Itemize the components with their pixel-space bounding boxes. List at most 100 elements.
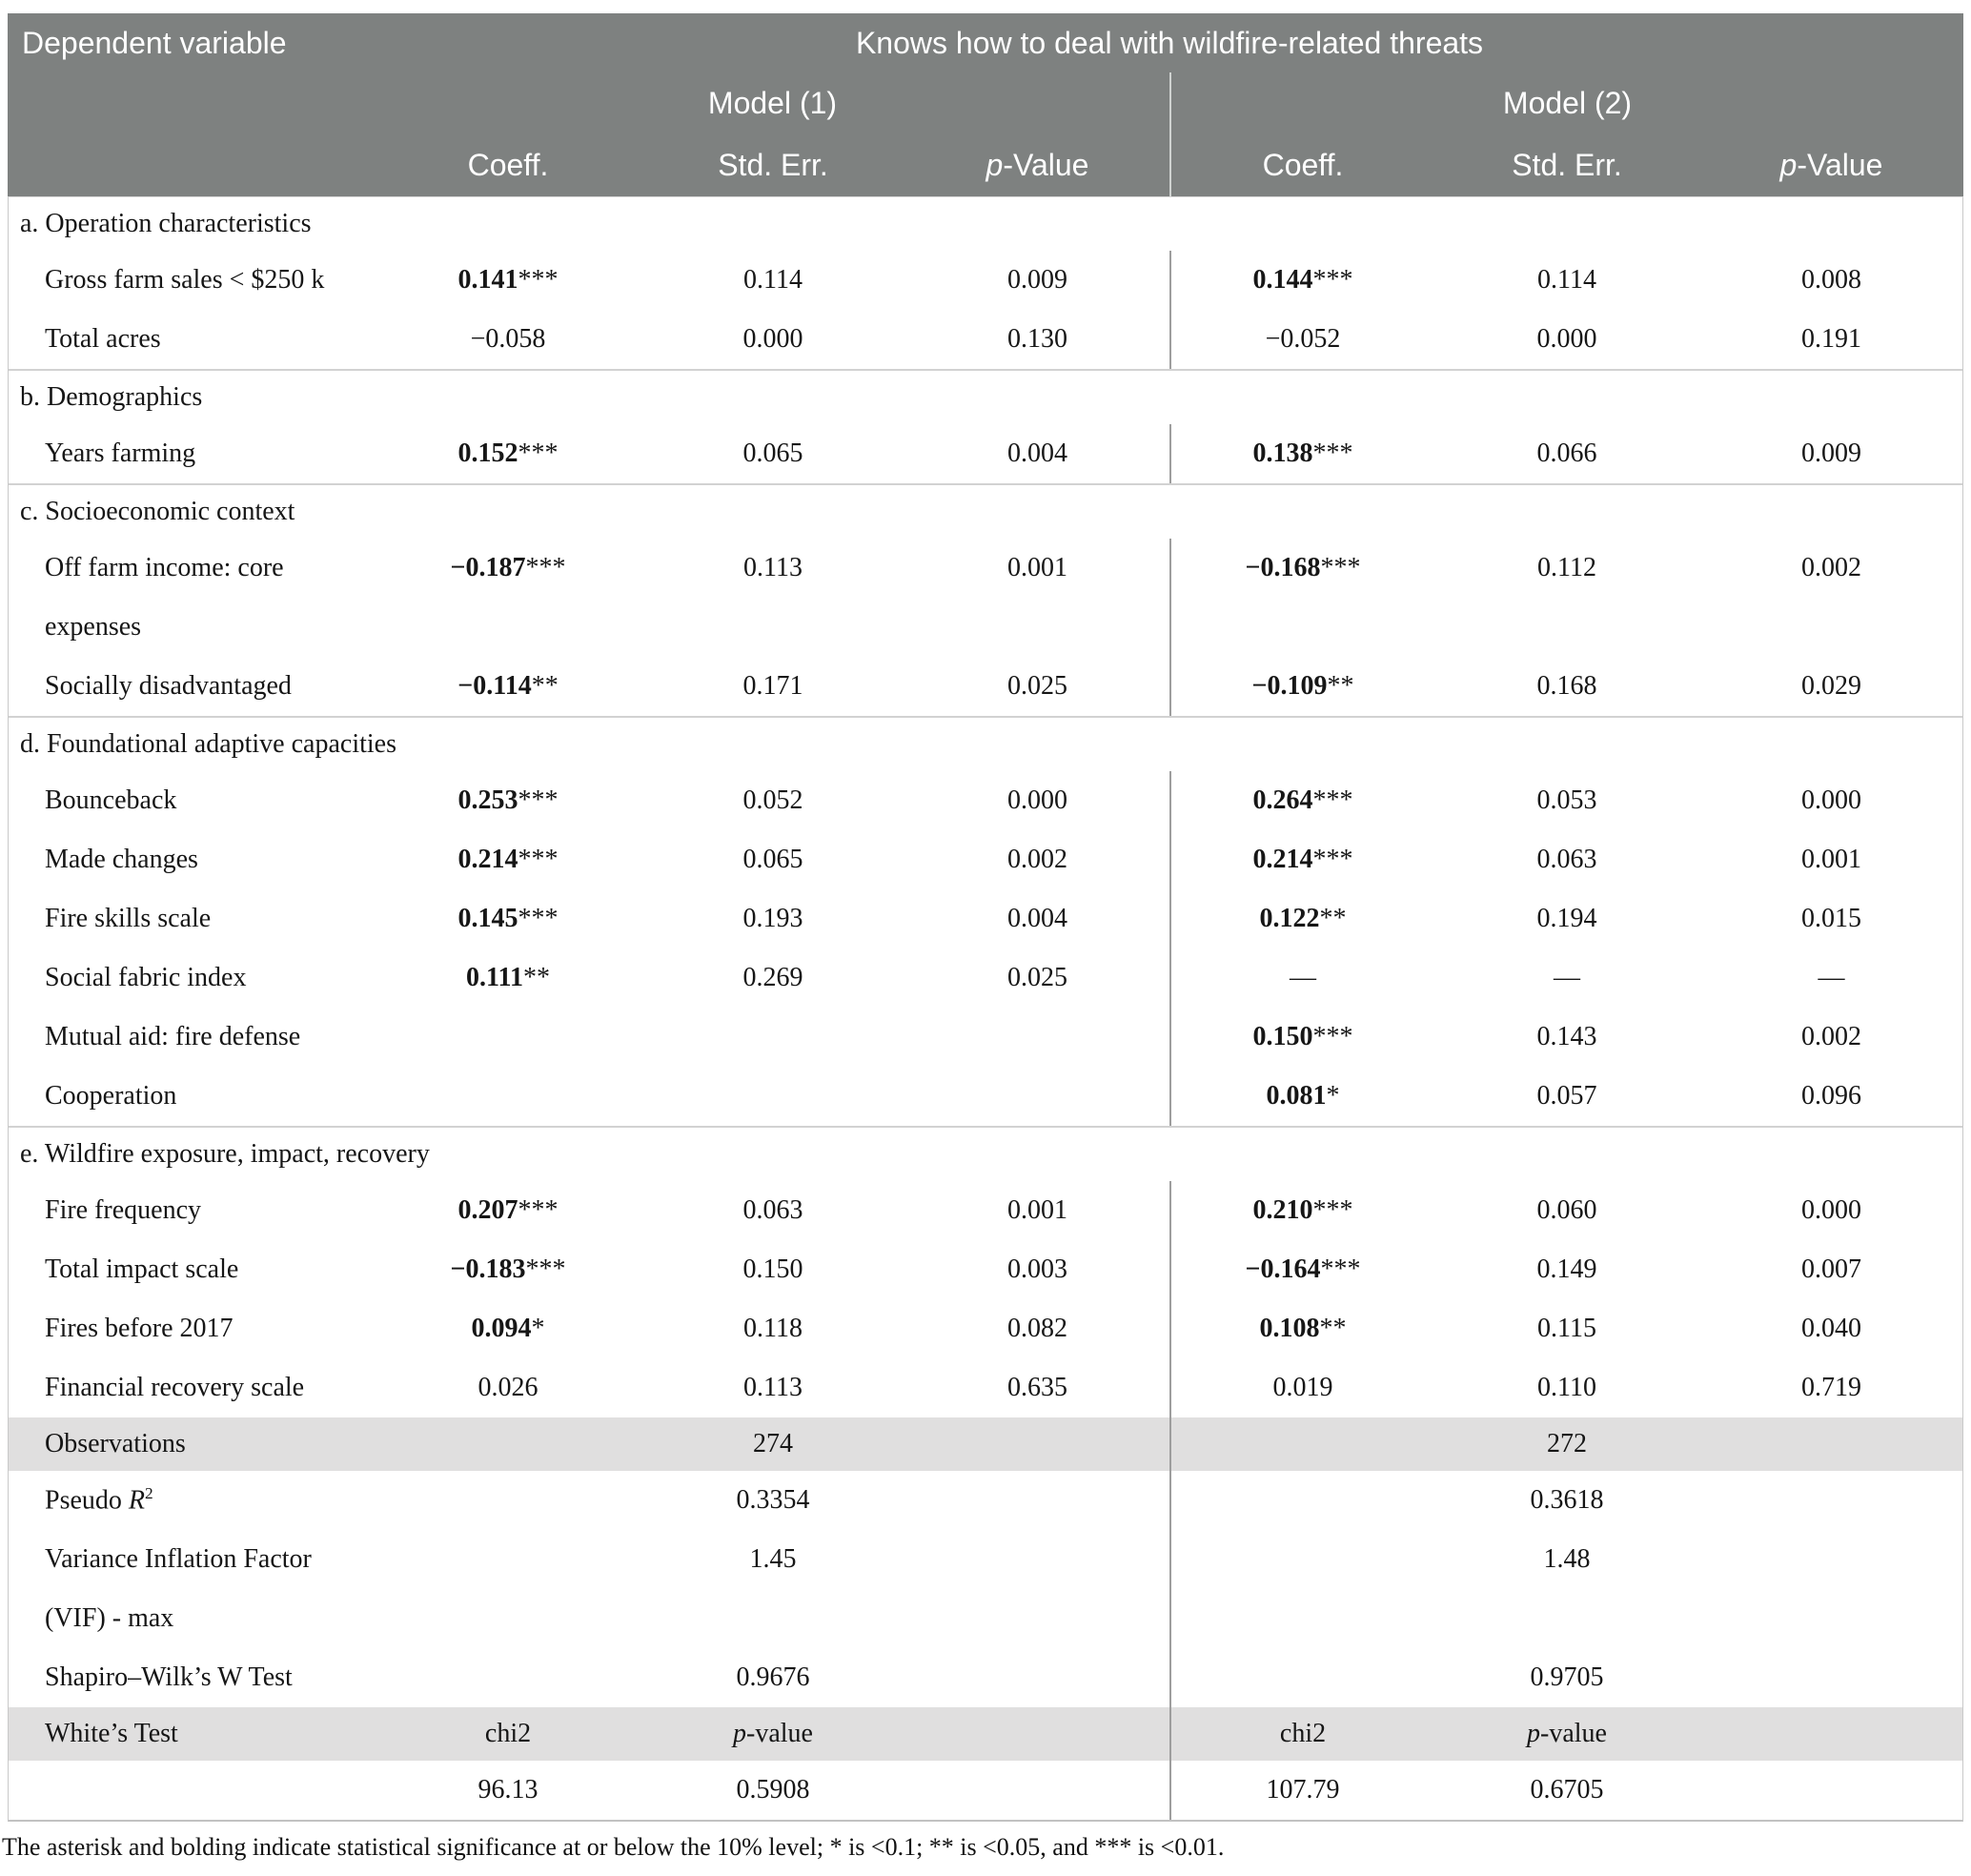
row-label: Bounceback (45, 785, 177, 815)
table-row: Fire frequency 0.207 *** 0.063 0.001 0.210 ***… (9, 1181, 1962, 1240)
row-label: Fires before 2017 (45, 1314, 234, 1343)
stat-header-m1-1: Std. Err. (718, 147, 828, 182)
m2-coeff-cell: −0.109 ** (1169, 657, 1434, 716)
dependent-variable-label: Dependent variable (22, 25, 287, 60)
m1-pvalue-cell: 0.130 (1007, 324, 1067, 354)
whites-pvalue-header: p -value (733, 1719, 813, 1748)
row-label: Fire skills scale (45, 904, 212, 933)
m2-pvalue-cell: 0.008 (1801, 265, 1861, 295)
table-body: a. Operation characteristics Gross farm s… (8, 196, 1963, 1822)
empty-cell (1699, 1648, 1963, 1707)
empty-cell (1699, 1707, 1963, 1761)
m2-pvalue-cell: — (1818, 963, 1845, 992)
row-label: Observations (45, 1429, 186, 1458)
empty-cell (1169, 1530, 1434, 1648)
m2-pvalue-cell: 0.040 (1801, 1314, 1861, 1343)
m1-pvalue-cell: 0.025 (1007, 963, 1067, 992)
table-row: Fire skills scale 0.145 *** 0.193 0.004 0.122… (9, 889, 1962, 948)
m1-stderr-cell: 0.065 (742, 438, 803, 468)
empty-cell (376, 1417, 640, 1471)
m1-coeff-cell (376, 1008, 640, 1067)
m1-coeff-cell: 0.094 * (471, 1314, 545, 1343)
empty-cell (905, 1471, 1169, 1530)
m1-pvalue-cell: 0.082 (1007, 1314, 1067, 1343)
stat-header-m1-0: Coeff. (467, 147, 549, 182)
m2-coeff-cell: 0.108 ** (1169, 1299, 1434, 1358)
row-label: Socially disadvantaged (45, 671, 292, 701)
m2-coeff-cell: 0.138 *** (1169, 424, 1434, 483)
row-label: White’s Test (45, 1719, 178, 1748)
table-row: Total acres −0.058 0.000 0.130 −0.052 0.000 0.… (9, 310, 1962, 369)
table-row: Cooperation 0.081 * 0.057 0.096 (9, 1067, 1962, 1126)
section-title: e. Wildfire exposure, impact, recovery (20, 1139, 430, 1169)
m2-stderr-cell: 0.000 (1536, 324, 1597, 354)
m2-coeff-cell: 0.150 *** (1169, 1008, 1434, 1067)
m2-pvalue-cell: 0.029 (1801, 671, 1861, 701)
table-row: Made changes 0.214 *** 0.065 0.002 0.214 *** 0.… (9, 830, 1962, 889)
m2-stderr-cell: 0.143 (1536, 1022, 1597, 1051)
row-label: Made changes (45, 845, 198, 874)
m2-pvalue-cell: 0.096 (1801, 1081, 1861, 1111)
header-row-stats: Coeff. Std. Err. p -Value Coeff. Std. Err. p -V… (8, 133, 1963, 196)
model2-stat-value: 272 (1547, 1429, 1587, 1458)
m2-stderr-cell: 0.112 (1537, 553, 1596, 582)
m2-pvalue-cell: 0.000 (1801, 785, 1861, 815)
m2-coeff-cell: 0.081 * (1169, 1067, 1434, 1126)
m2-stderr-cell: 0.057 (1536, 1081, 1597, 1111)
regression-table: Dependent variable Knows how to deal wit… (8, 13, 1963, 1822)
m1-pvalue-cell (905, 1067, 1169, 1126)
row-label: Total impact scale (45, 1254, 239, 1284)
whites-chi2-header: chi2 (1169, 1707, 1434, 1761)
model2-stat-value: 1.48 (1543, 1544, 1591, 1574)
m1-stderr-cell: 0.150 (742, 1254, 803, 1284)
whites-m2-chi2: 107.79 (1169, 1761, 1434, 1820)
empty-cell (1699, 1530, 1963, 1648)
m2-stderr-cell: 0.066 (1536, 438, 1597, 468)
m2-pvalue-cell: 0.007 (1801, 1254, 1861, 1284)
table-row: Gross farm sales < $250 k 0.141 *** 0.114 0.… (9, 251, 1962, 310)
m1-coeff-cell: −0.183 *** (450, 1254, 566, 1284)
stat-header-m2-0: Coeff. (1169, 133, 1434, 196)
empty-cell (9, 1761, 376, 1820)
m2-coeff-cell: 0.210 *** (1169, 1181, 1434, 1240)
table-header: Dependent variable Knows how to deal wit… (8, 13, 1963, 196)
m1-coeff-cell: 0.152 *** (457, 438, 559, 468)
empty-cell (905, 1707, 1169, 1761)
m1-stderr-cell (640, 1067, 905, 1126)
row-label: Total acres (45, 324, 161, 354)
stat-header-m1-2: p -Value (986, 147, 1089, 182)
m1-pvalue-cell: 0.001 (1007, 553, 1067, 582)
m2-pvalue-cell: 0.002 (1801, 1022, 1861, 1051)
m1-pvalue-cell: 0.002 (1007, 845, 1067, 874)
table-row: Financial recovery scale 0.026 0.113 0.635 0… (9, 1358, 1962, 1417)
m1-stderr-cell: 0.171 (742, 671, 803, 701)
summary-row: Shapiro–Wilk’s W Test 0.9676 0.9705 (9, 1648, 1962, 1707)
section-header-row: a. Operation characteristics (9, 197, 1962, 251)
row-label: Fire frequency (45, 1195, 202, 1225)
row-label: Pseudo R2 (45, 1484, 153, 1516)
m2-coeff-cell: 0.264 *** (1169, 771, 1434, 830)
row-label: Mutual aid: fire defense (45, 1022, 301, 1051)
section-header-row: e. Wildfire exposure, impact, recovery (9, 1126, 1962, 1181)
whites-m2-pvalue: 0.6705 (1530, 1775, 1604, 1805)
empty-cell (376, 1648, 640, 1707)
row-label: Gross farm sales < $250 k (45, 265, 325, 295)
section-header-row: b. Demographics (9, 369, 1962, 424)
m1-pvalue-cell: 0.003 (1007, 1254, 1067, 1284)
m1-stderr-cell: 0.118 (743, 1314, 803, 1343)
summary-row: Observations 274 272 (9, 1417, 1962, 1471)
summary-row: Variance Inflation Factor (VIF) - max 1.45… (9, 1530, 1962, 1648)
m2-stderr-cell: 0.194 (1536, 904, 1597, 933)
whites-pvalue-header: p -value (1527, 1719, 1607, 1748)
m1-pvalue-cell: 0.000 (1007, 785, 1067, 815)
m2-stderr-cell: — (1554, 963, 1580, 992)
row-label: Cooperation (45, 1081, 177, 1111)
m1-stderr-cell: 0.193 (742, 904, 803, 933)
m2-stderr-cell: 0.063 (1536, 845, 1597, 874)
m2-pvalue-cell: 0.015 (1801, 904, 1861, 933)
table-row: Mutual aid: fire defense 0.150 *** 0.143 0.0… (9, 1008, 1962, 1067)
empty-cell (1169, 1648, 1434, 1707)
m1-pvalue-cell: 0.001 (1007, 1195, 1067, 1225)
m1-stderr-cell: 0.113 (743, 1373, 803, 1402)
